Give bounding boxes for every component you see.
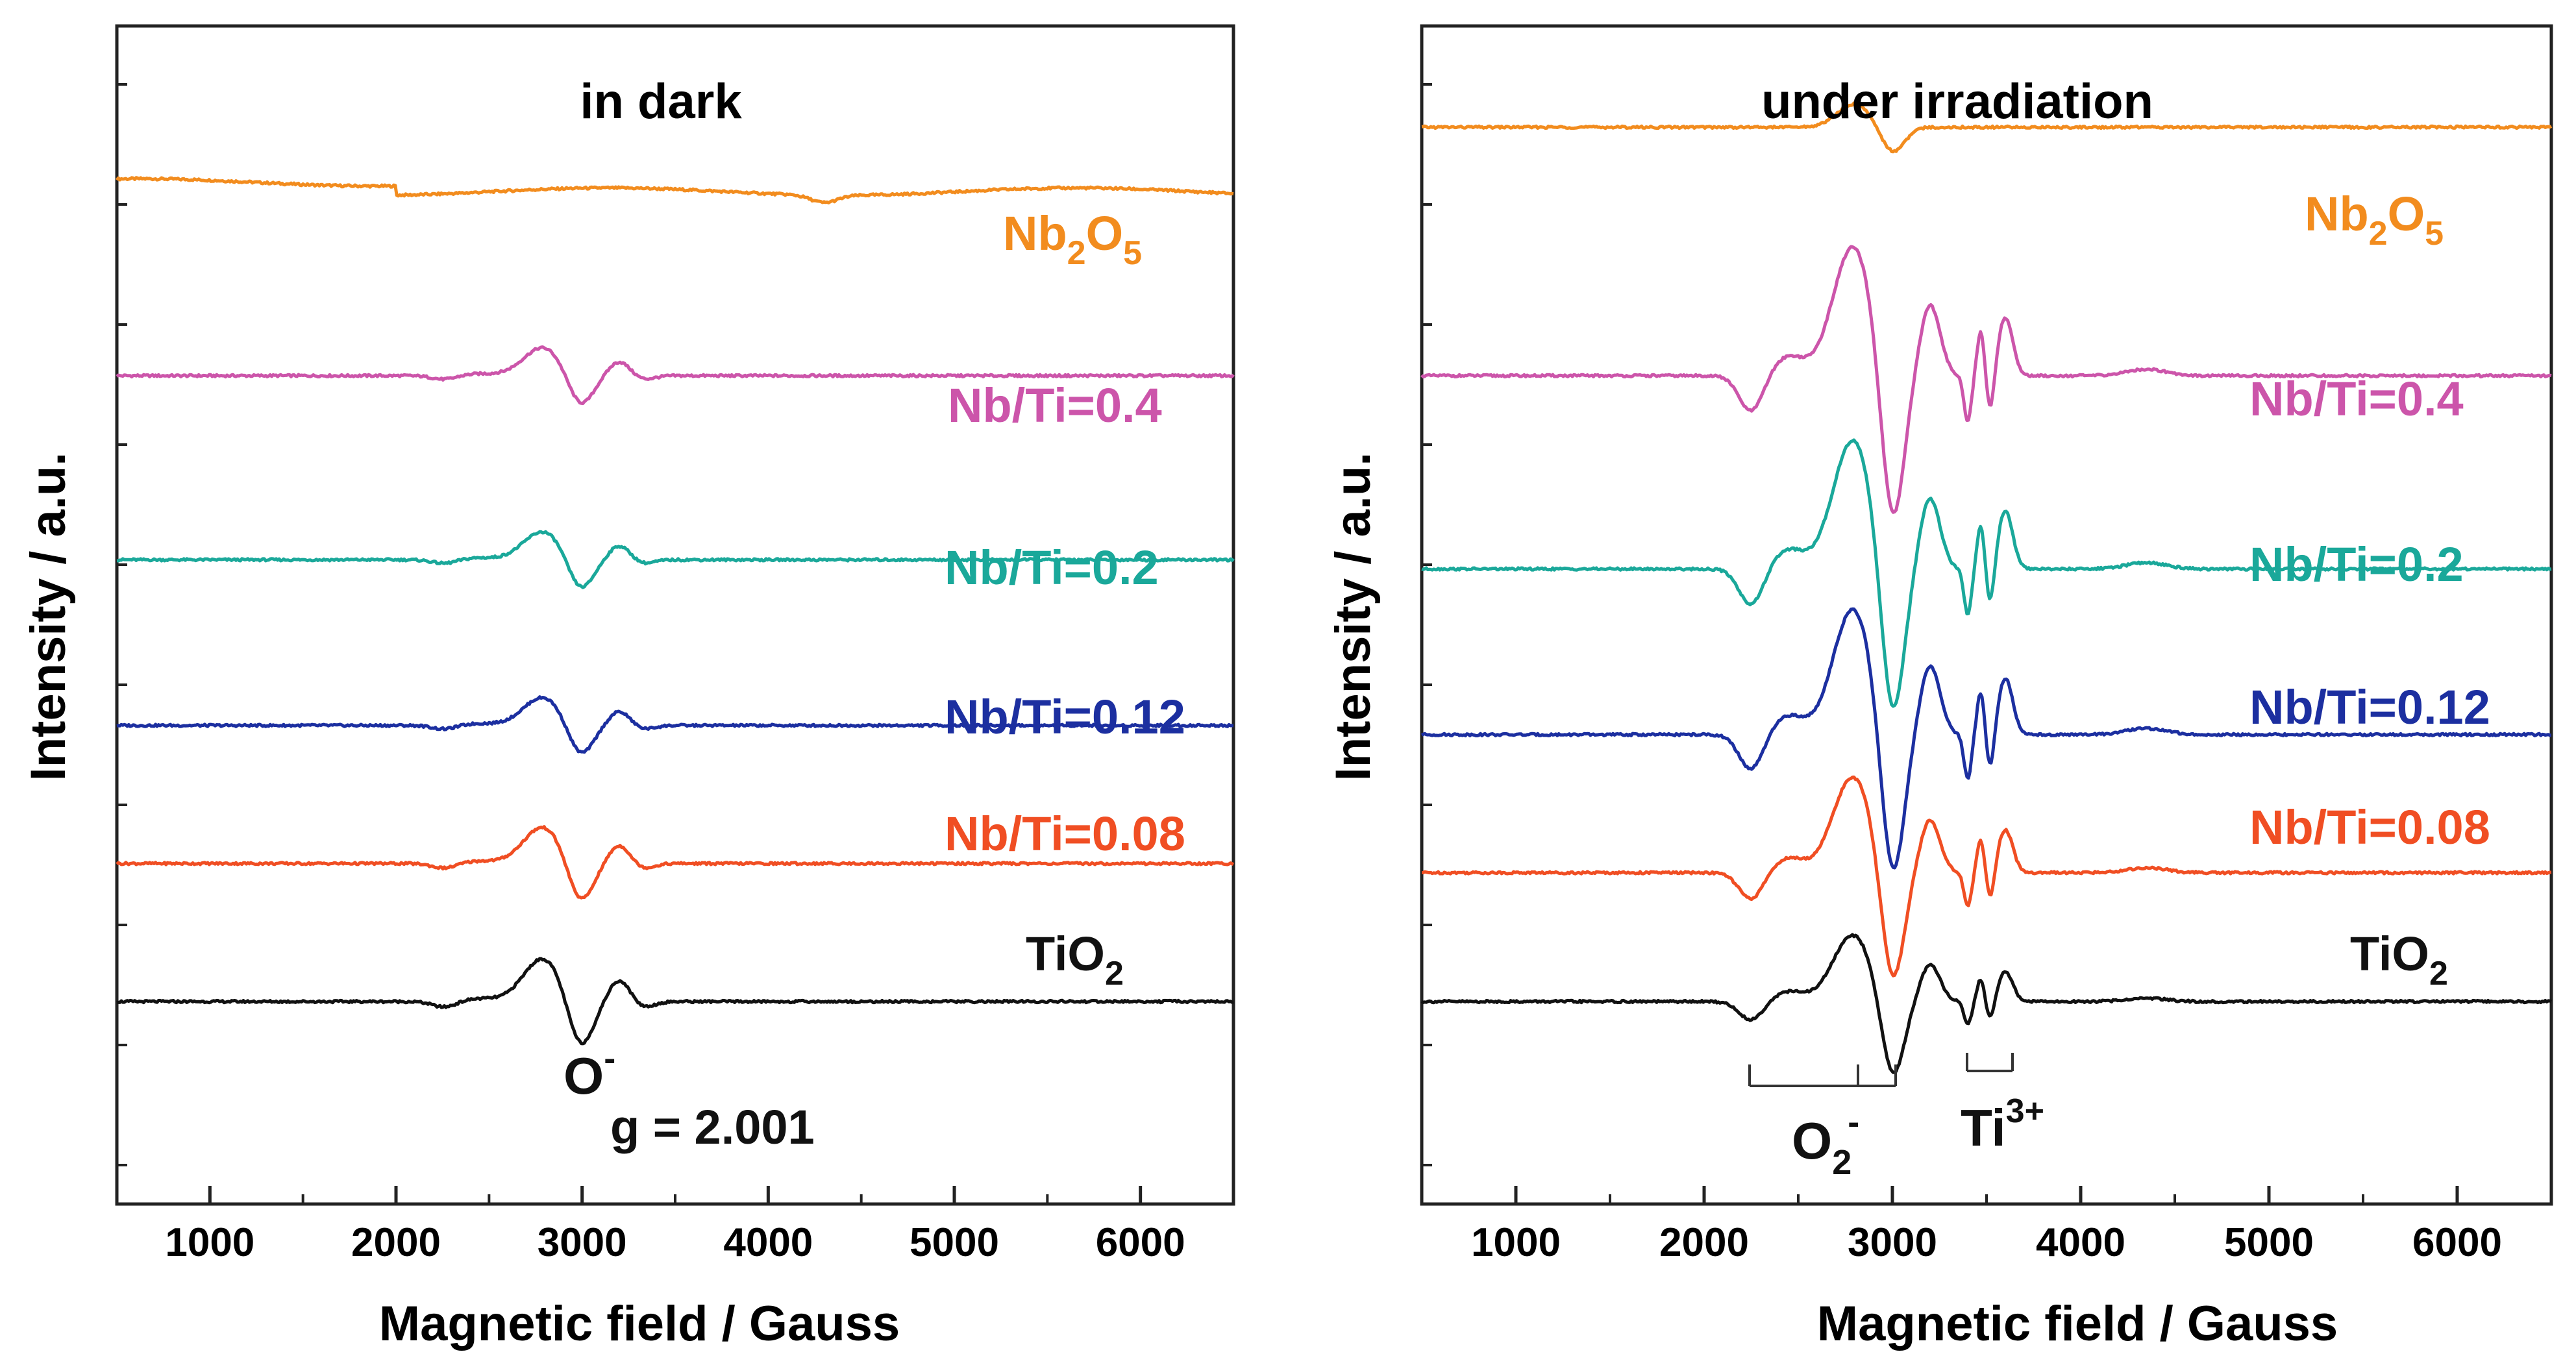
legend-label-nb-ti-0-08-right: Nb/Ti=0.08	[2249, 800, 2490, 854]
annotation-o2-minus: O2-	[1792, 1103, 1859, 1182]
ticks-right: 1000 2000 3000 4000 5000 6000	[1420, 83, 2553, 1265]
series-right	[1420, 101, 2553, 1074]
legend-label-nb-ti-0-4-left: Nb/Ti=0.4	[948, 378, 1162, 432]
y-axis-label-left: Intensity / a.u.	[21, 452, 76, 781]
x-tick-label-5000: 5000	[910, 1220, 999, 1265]
y-axis-label-right: Intensity / a.u.	[1326, 452, 1381, 781]
annotation-ti3-plus: Ti3+	[1961, 1092, 2044, 1157]
x-axis-label-right: Magnetic field / Gauss	[1817, 1296, 2338, 1351]
legend-label-nb2o5-right: Nb2O5	[2305, 187, 2444, 252]
series-line-nb-ti-0-12	[116, 695, 1234, 754]
bracket-o2-minus	[1748, 1064, 1897, 1087]
x-tick-label-6000: 6000	[2412, 1220, 2502, 1265]
x-tick-label-2000: 2000	[1659, 1220, 1749, 1265]
legend-label-tio2-right: TiO2	[2350, 927, 2448, 992]
legend-label-nb-ti-0-2-left: Nb/Ti=0.2	[945, 541, 1159, 595]
annotation-g-value: g = 2.001	[610, 1100, 815, 1154]
x-tick-label-6000: 6000	[1096, 1220, 1185, 1265]
legend-label-nb-ti-0-12-left: Nb/Ti=0.12	[945, 690, 1185, 744]
legend-label-nb-ti-0-08-left: Nb/Ti=0.08	[945, 807, 1185, 861]
series-line-nb-ti-0-4	[116, 345, 1235, 406]
legend-label-nb-ti-0-2-right: Nb/Ti=0.2	[2249, 537, 2464, 591]
series-line-nb-ti-0-2	[116, 530, 1235, 589]
x-tick-label-5000: 5000	[2224, 1220, 2314, 1265]
series-line-nb2o5	[115, 176, 1234, 204]
series-line-nb-ti-0-12	[1420, 607, 2552, 870]
x-tick-label-4000: 4000	[723, 1220, 813, 1265]
x-tick-label-1000: 1000	[165, 1220, 254, 1265]
plot-frame-right	[1420, 24, 2553, 1206]
chart-title-left: in dark	[580, 74, 742, 129]
series-line-tio2	[116, 957, 1234, 1046]
series-line-nb-ti-0-08	[116, 825, 1235, 900]
panel-left: 1000 2000 3000 4000 5000 6000 in dark Magneti…	[21, 24, 1235, 1351]
series-line-tio2	[1420, 933, 2552, 1074]
x-tick-label-1000: 1000	[1471, 1220, 1561, 1265]
annotation-o-minus: O-	[564, 1039, 615, 1105]
panel-right: 1000 2000 3000 4000 5000 6000 under irradiati…	[1326, 24, 2553, 1351]
x-tick-label-3000: 3000	[538, 1220, 627, 1265]
legend-label-tio2-left: TiO2	[1026, 927, 1124, 992]
series-left	[115, 176, 1235, 1046]
series-line-nb-ti-0-2	[1421, 438, 2552, 708]
legend-label-nb-ti-0-4-right: Nb/Ti=0.4	[2249, 372, 2464, 426]
x-axis-label-left: Magnetic field / Gauss	[379, 1296, 900, 1351]
bracket-ti3-plus	[1966, 1053, 2014, 1072]
ticks-left: 1000 2000 3000 4000 5000 6000	[116, 83, 1235, 1265]
legend-label-nb-ti-0-12-right: Nb/Ti=0.12	[2249, 680, 2490, 734]
x-tick-label-4000: 4000	[2036, 1220, 2125, 1265]
legend-label-nb2o5-left: Nb2O5	[1003, 206, 1142, 272]
series-line-nb-ti-0-08	[1421, 775, 2552, 978]
x-tick-label-2000: 2000	[351, 1220, 441, 1265]
series-line-nb2o5	[1421, 101, 2553, 154]
x-tick-label-3000: 3000	[1848, 1220, 1937, 1265]
series-line-nb-ti-0-4	[1420, 245, 2552, 514]
plot-frame-left	[115, 24, 1235, 1206]
chart-title-right: under irradiation	[1761, 74, 2153, 129]
